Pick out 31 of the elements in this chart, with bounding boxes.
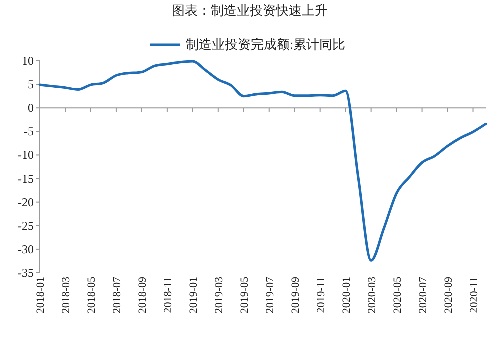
y-tick-label: 0	[28, 101, 34, 116]
y-tick-label: -35	[18, 266, 34, 280]
x-tick-label: 2018-07	[111, 276, 124, 314]
x-tick-label: 2018-11	[162, 277, 174, 314]
x-tick-label: 2019-01	[188, 277, 200, 314]
y-tick-label: -25	[18, 218, 34, 233]
x-tick-label: 2020-01	[340, 277, 353, 314]
x-tick-label: 2018-09	[136, 276, 149, 314]
legend-label: 制造业投资完成额:累计同比	[186, 37, 346, 52]
x-tick-label: 2018-05	[86, 276, 98, 314]
x-tick-label: 2019-07	[264, 276, 276, 314]
y-tick-label: 10	[22, 54, 34, 68]
x-tick-label: 2020-11	[468, 277, 480, 314]
x-tick-label: 2019-03	[213, 276, 226, 314]
y-tick-label: -15	[18, 172, 34, 186]
x-tick-label: 2020-03	[366, 276, 378, 314]
chart-title: 图表：制造业投资快速上升	[172, 3, 328, 18]
y-tick-label: -10	[18, 148, 34, 162]
y-tick-label: -30	[18, 242, 34, 256]
x-tick-label: 2020-05	[392, 276, 404, 314]
x-tick-label: 2019-05	[238, 276, 251, 314]
y-tick-label: -5	[24, 124, 34, 139]
x-tick-label: 2018-01	[35, 277, 47, 314]
x-tick-label: 2020-09	[442, 276, 455, 314]
y-tick-label: -20	[18, 195, 34, 210]
line-series	[38, 60, 488, 262]
x-tick-label: 2019-09	[290, 276, 302, 314]
y-tick-label: 5	[28, 78, 34, 92]
x-tick-label: 2019-11	[315, 277, 328, 314]
x-tick-label: 2018-03	[60, 276, 72, 314]
x-tick-label: 2020-07	[417, 276, 430, 314]
